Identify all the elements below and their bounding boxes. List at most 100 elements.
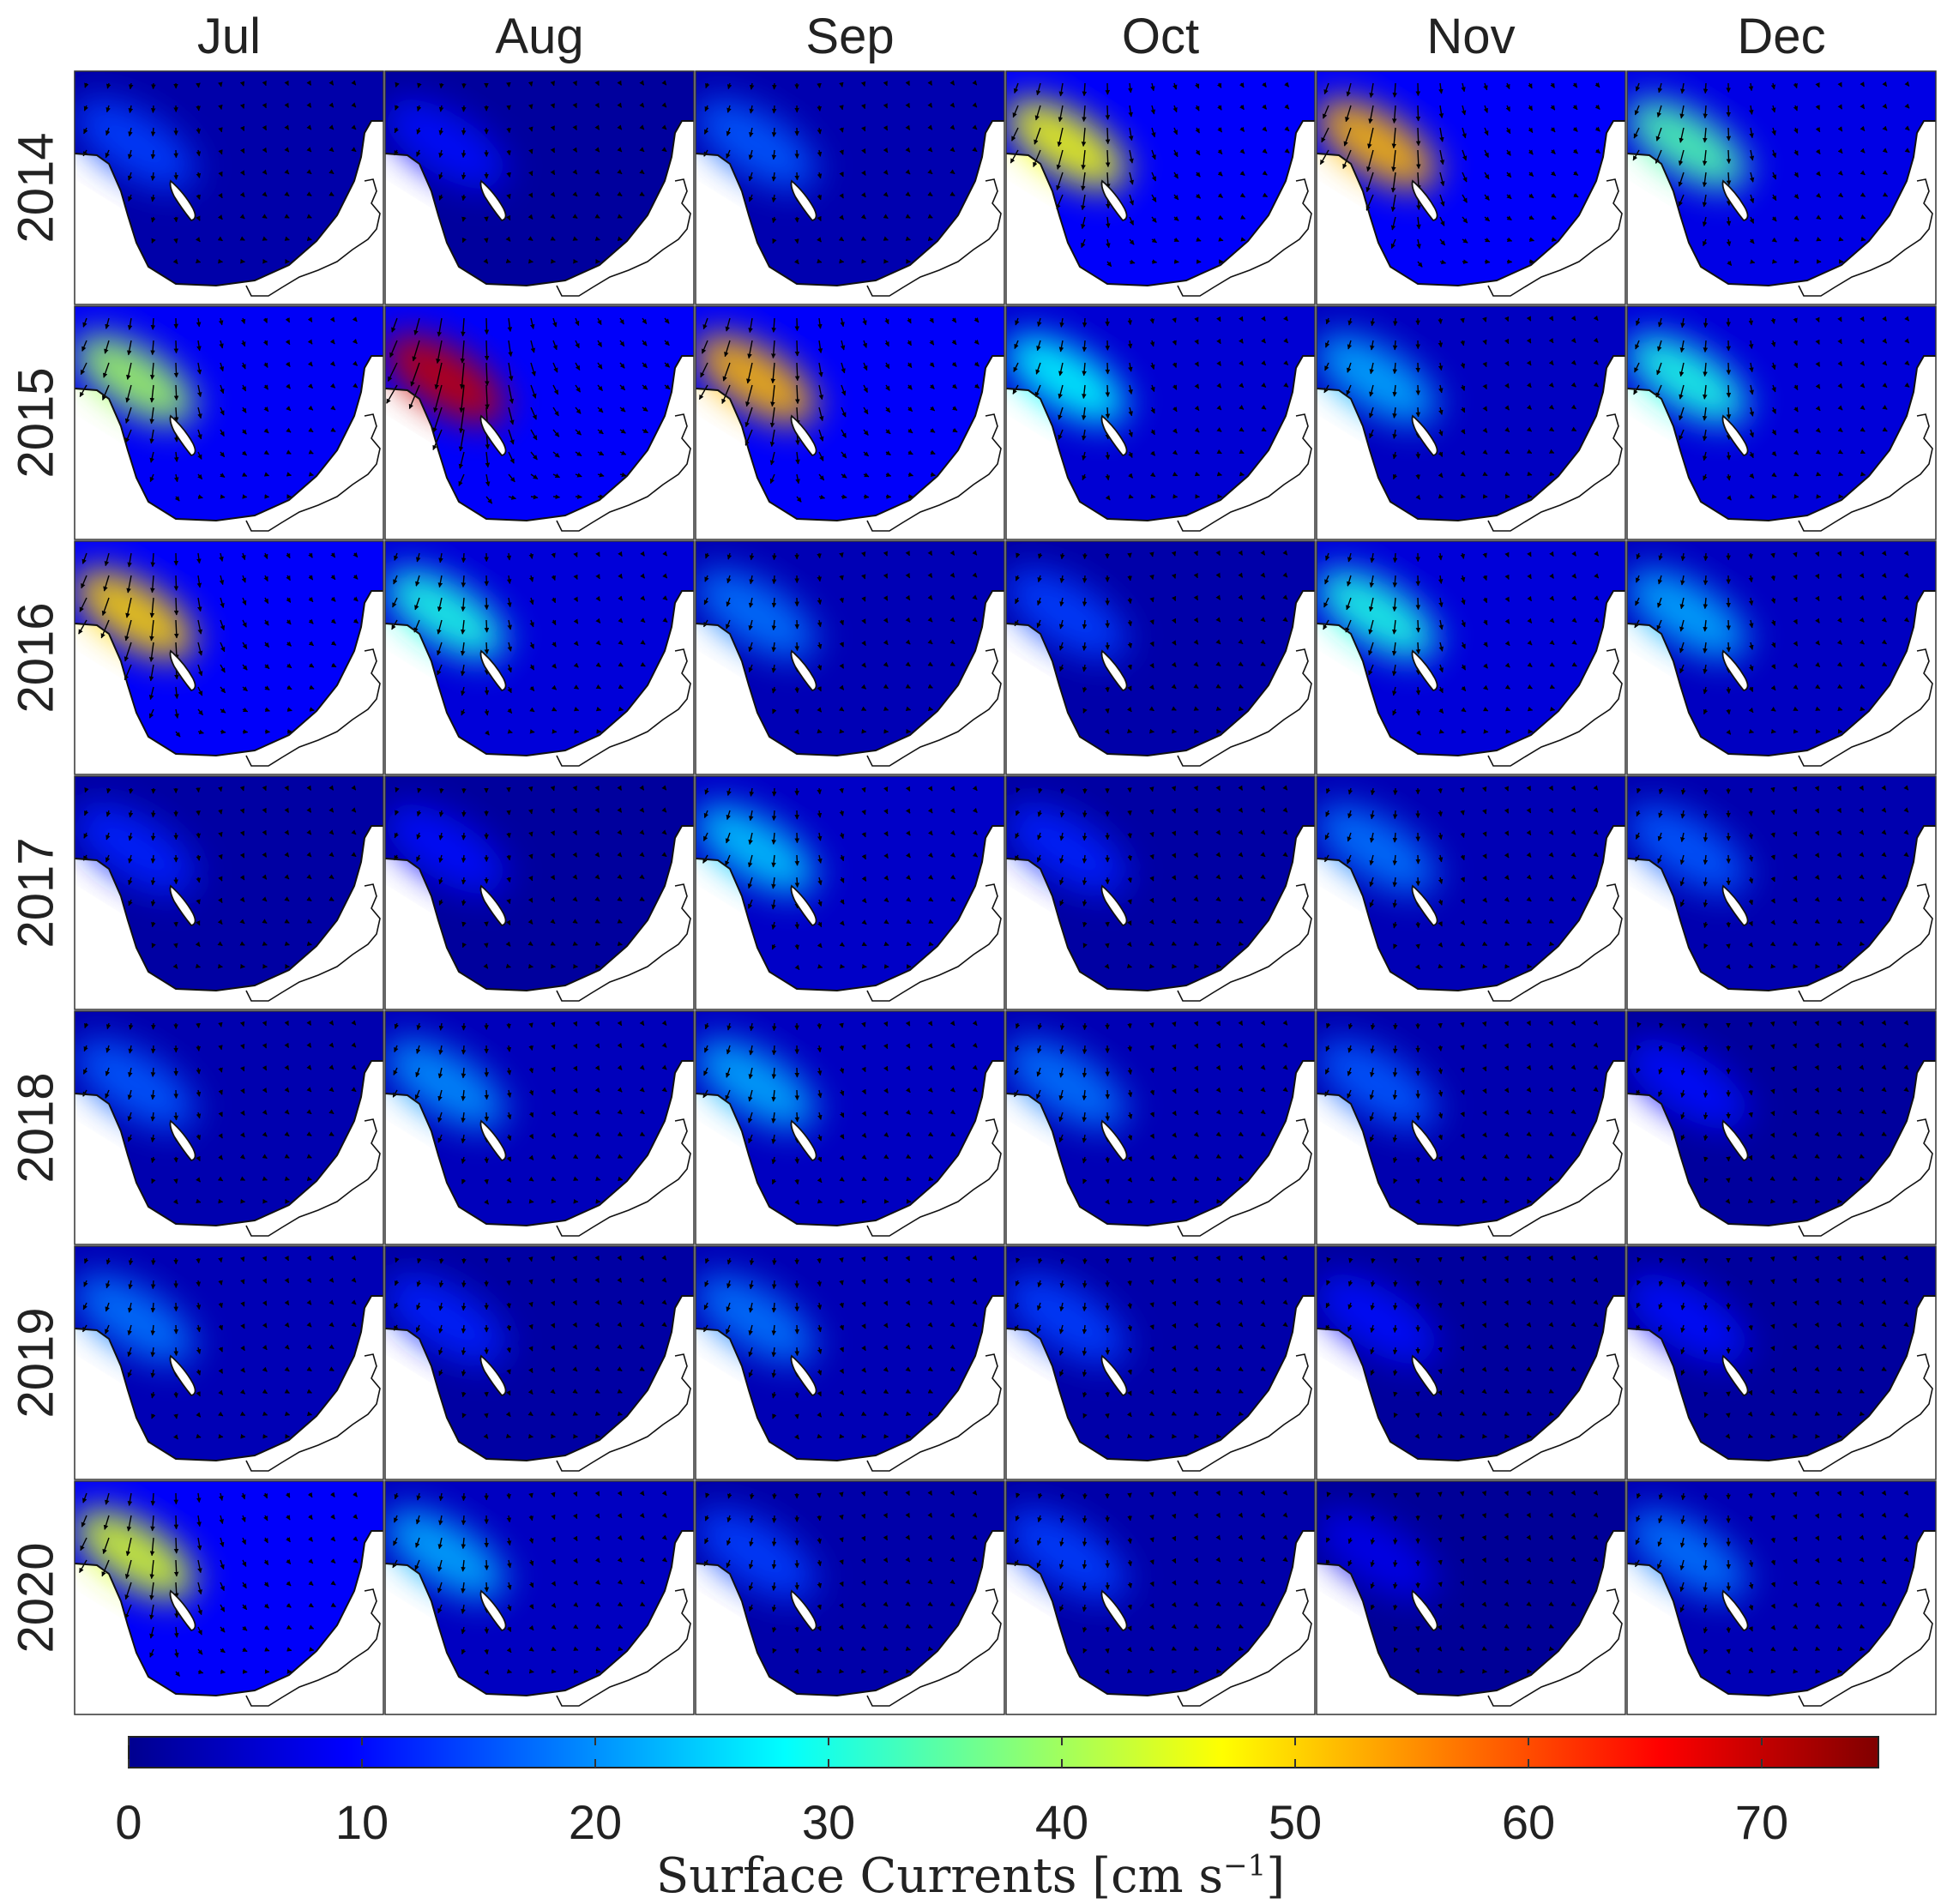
current-arrow xyxy=(310,239,311,240)
current-arrow xyxy=(1705,810,1706,818)
current-arrow xyxy=(1552,1157,1553,1158)
current-arrow xyxy=(1507,944,1510,945)
colorbar-tick-label: 20 xyxy=(544,1794,647,1850)
current-arrow xyxy=(486,687,487,695)
panel-2017-oct xyxy=(992,776,1315,1009)
current-arrow xyxy=(486,1090,487,1100)
current-arrow xyxy=(1795,1414,1797,1415)
current-arrow xyxy=(931,1649,932,1650)
current-arrow xyxy=(886,239,888,240)
current-arrow xyxy=(553,83,554,86)
current-arrow xyxy=(774,1280,775,1289)
panel-2020-sep xyxy=(681,1481,1004,1714)
current-arrow xyxy=(1197,709,1198,710)
current-arrow xyxy=(1485,1280,1486,1283)
current-arrow xyxy=(553,810,554,813)
current-arrow xyxy=(1728,385,1729,397)
current-arrow xyxy=(1084,575,1085,582)
current-arrow xyxy=(265,1414,268,1415)
current-arrow xyxy=(1107,407,1108,419)
current-arrow xyxy=(176,1392,177,1398)
current-arrow xyxy=(797,363,798,381)
current-arrow xyxy=(1529,1179,1531,1180)
current-arrow xyxy=(774,1258,775,1265)
current-arrow xyxy=(1418,1414,1419,1418)
panel-2016-nov xyxy=(1302,541,1625,774)
current-arrow xyxy=(153,1493,154,1505)
current-arrow xyxy=(486,1414,487,1418)
current-arrow xyxy=(1817,1179,1819,1180)
current-arrow xyxy=(1084,1280,1085,1287)
current-arrow xyxy=(797,1090,798,1100)
current-arrow xyxy=(1107,1392,1108,1397)
current-arrow xyxy=(1862,1392,1864,1393)
current-arrow xyxy=(797,340,798,356)
current-arrow xyxy=(1197,1414,1198,1415)
current-arrow xyxy=(1795,1023,1796,1026)
current-arrow xyxy=(1241,687,1243,688)
colorbar-tick-label: 0 xyxy=(77,1794,180,1850)
panel-grid xyxy=(60,71,1936,1714)
colorbar-tick-label: 40 xyxy=(1010,1794,1113,1850)
current-arrow xyxy=(1084,810,1085,817)
current-arrow xyxy=(598,239,600,240)
current-arrow xyxy=(598,1179,600,1180)
current-arrow xyxy=(1241,474,1244,475)
current-arrow xyxy=(797,1112,798,1122)
current-arrow xyxy=(176,1347,177,1356)
current-arrow xyxy=(1219,1414,1221,1415)
current-arrow xyxy=(620,1179,623,1180)
current-arrow xyxy=(1084,1068,1085,1077)
current-arrow xyxy=(1862,1414,1864,1415)
current-arrow xyxy=(1372,1258,1373,1263)
current-arrow xyxy=(176,1538,177,1553)
colorbar-tick-label: 70 xyxy=(1710,1794,1813,1850)
current-arrow xyxy=(1705,1493,1706,1500)
current-arrow xyxy=(1241,1627,1243,1628)
current-arrow xyxy=(1683,1023,1684,1028)
current-arrow xyxy=(774,788,775,796)
colorbar-title: Surface Currents [cm s−1] xyxy=(0,1848,1941,1904)
current-arrow xyxy=(797,172,798,180)
current-arrow xyxy=(1418,598,1419,610)
current-arrow xyxy=(1152,1023,1153,1027)
panel-2014-dec xyxy=(1612,71,1936,304)
current-arrow xyxy=(220,788,221,792)
current-arrow xyxy=(797,922,798,929)
current-arrow xyxy=(287,239,289,240)
current-arrow xyxy=(1862,1179,1864,1180)
panel-2019-sep xyxy=(681,1246,1004,1479)
colorbar-tick-label: 50 xyxy=(1244,1794,1347,1850)
current-arrow xyxy=(1705,575,1706,585)
current-arrow xyxy=(864,1493,865,1496)
current-arrow xyxy=(1107,709,1108,713)
current-arrow xyxy=(1440,1023,1441,1027)
current-arrow xyxy=(774,598,775,607)
current-arrow xyxy=(931,709,932,710)
panel-2014-aug xyxy=(371,71,694,304)
current-arrow xyxy=(797,1347,798,1356)
current-arrow xyxy=(463,833,464,840)
year-label-2015: 2015 xyxy=(0,306,72,539)
current-arrow xyxy=(243,944,244,945)
panel-2018-jul xyxy=(60,1011,383,1244)
current-arrow xyxy=(1728,687,1729,693)
current-arrow xyxy=(1552,1414,1553,1415)
current-arrow xyxy=(576,944,577,945)
current-arrow xyxy=(1241,922,1243,923)
current-arrow xyxy=(774,1538,775,1546)
current-arrow xyxy=(1840,709,1842,710)
current-arrow xyxy=(1840,944,1842,945)
current-arrow xyxy=(1440,1303,1441,1308)
current-arrow xyxy=(1440,810,1441,816)
current-arrow xyxy=(310,922,311,923)
current-arrow xyxy=(220,1258,221,1262)
current-arrow xyxy=(310,944,311,945)
current-arrow xyxy=(1795,1179,1797,1180)
current-arrow xyxy=(1705,1538,1706,1547)
current-arrow xyxy=(908,1179,911,1180)
current-arrow xyxy=(819,105,820,111)
current-arrow xyxy=(287,944,289,945)
current-arrow xyxy=(310,1392,311,1393)
